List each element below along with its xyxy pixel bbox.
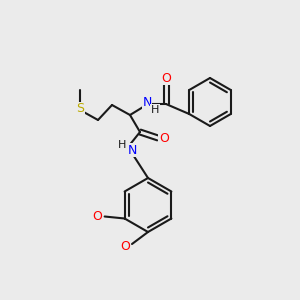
Text: N: N xyxy=(127,143,137,157)
Text: N: N xyxy=(142,95,152,109)
Text: O: O xyxy=(120,239,130,253)
Text: S: S xyxy=(76,103,84,116)
Text: H: H xyxy=(118,140,126,150)
Text: O: O xyxy=(93,210,103,223)
Text: H: H xyxy=(151,105,159,115)
Text: O: O xyxy=(159,131,169,145)
Text: O: O xyxy=(161,71,171,85)
